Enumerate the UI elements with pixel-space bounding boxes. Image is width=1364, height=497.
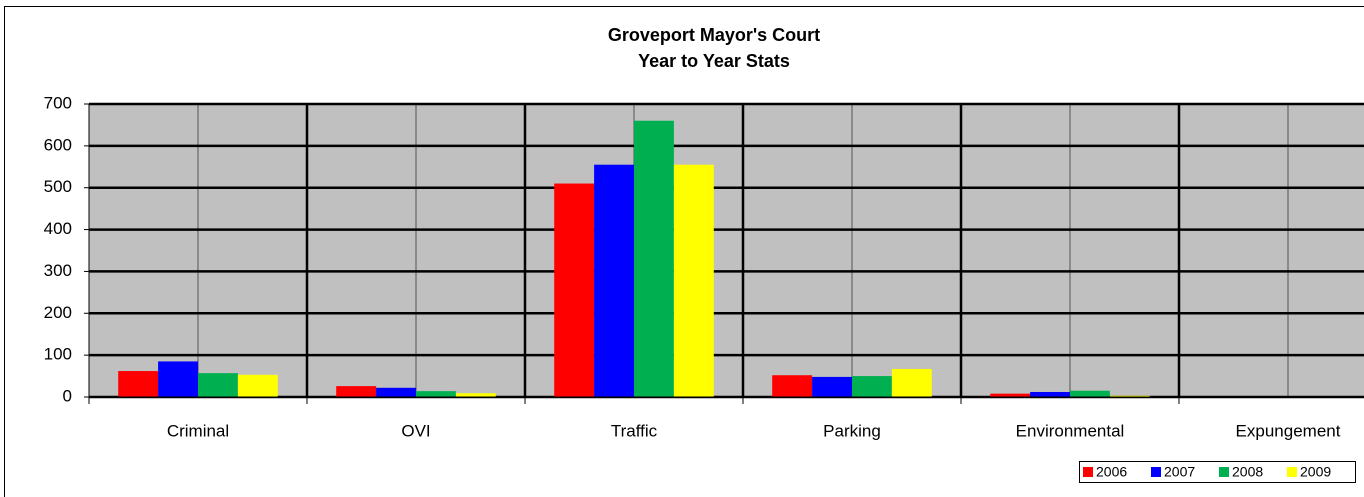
y-tick-label: 600 xyxy=(44,135,72,154)
bar xyxy=(554,183,595,397)
x-tick-label: Environmental xyxy=(1016,421,1125,440)
bar xyxy=(158,361,198,397)
bar xyxy=(416,391,456,397)
bar xyxy=(237,374,278,397)
legend-label: 2007 xyxy=(1164,464,1195,480)
bar xyxy=(376,387,416,397)
y-tick-label: 300 xyxy=(44,261,72,280)
chart-subtitle: Year to Year Stats xyxy=(638,51,790,71)
bar xyxy=(891,368,932,397)
bar xyxy=(198,373,238,397)
legend-swatch xyxy=(1219,467,1229,477)
bar xyxy=(812,376,852,397)
y-tick-label: 500 xyxy=(44,177,72,196)
x-tick-label: OVI xyxy=(401,421,430,440)
legend-swatch xyxy=(1083,467,1093,477)
y-tick-label: 200 xyxy=(44,303,72,322)
bar xyxy=(1070,390,1110,397)
bar xyxy=(990,393,1031,397)
bar xyxy=(455,393,496,397)
legend-box xyxy=(1079,461,1356,483)
x-tick-label: Expungement xyxy=(1236,421,1341,440)
y-tick-label: 400 xyxy=(44,219,72,238)
bar xyxy=(1109,395,1150,397)
y-tick-label: 100 xyxy=(44,345,72,364)
bar xyxy=(594,164,634,397)
plot-area xyxy=(89,104,1364,397)
bar xyxy=(673,164,714,397)
bar xyxy=(1030,391,1070,397)
chart-title: Groveport Mayor's Court xyxy=(608,25,820,45)
legend-label: 2006 xyxy=(1096,464,1127,480)
x-tick-label: Criminal xyxy=(167,421,229,440)
bar xyxy=(118,371,159,397)
bar xyxy=(852,376,892,397)
bar xyxy=(772,375,813,397)
x-tick-label: Parking xyxy=(823,421,881,440)
x-tick-label: Traffic xyxy=(611,421,658,440)
legend-swatch xyxy=(1287,467,1297,477)
legend-label: 2009 xyxy=(1300,464,1331,480)
legend-label: 2008 xyxy=(1232,464,1263,480)
legend-swatch xyxy=(1151,467,1161,477)
bar xyxy=(336,386,377,397)
bar xyxy=(634,120,674,397)
y-tick-label: 700 xyxy=(44,93,72,112)
y-tick-label: 0 xyxy=(63,386,72,405)
